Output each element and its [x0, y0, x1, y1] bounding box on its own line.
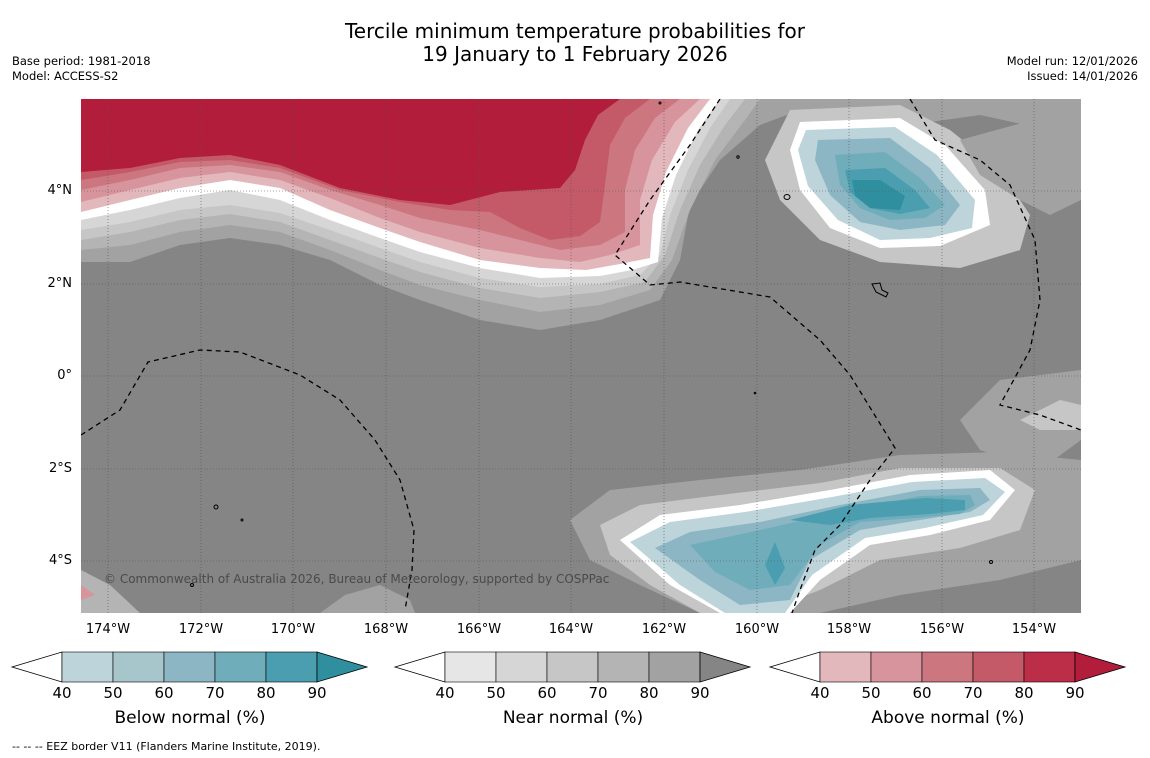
tick-label: 40 [810, 684, 830, 702]
lat-label-4n: 4°N [47, 183, 73, 198]
lat-label-4s: 4°S [48, 553, 72, 568]
colorbar-over-arrow [316, 651, 369, 683]
base-period-text: Base period: 1981-2018 [12, 54, 151, 68]
tick-label: 40 [435, 684, 455, 702]
colorbar-segment [597, 651, 650, 683]
colorbar-above-title: Above normal (%) [871, 708, 1025, 728]
tick-label: 60 [537, 684, 557, 702]
meta-left: Base period: 1981-2018 Model: ACCESS-S2 [12, 54, 151, 84]
tick-label: 90 [307, 684, 327, 702]
islands [190, 101, 993, 587]
colorbar-segment [112, 651, 165, 683]
colorbar-below [10, 651, 369, 683]
lon-label-160w: 160°W [734, 622, 780, 637]
above-region-southwest [81, 585, 95, 600]
lon-label-174w: 174°W [85, 622, 131, 637]
map-field [81, 99, 1081, 613]
map-title-line1: Tercile minimum temperature probabilitie… [344, 19, 806, 43]
lon-label-164w: 164°W [548, 622, 594, 637]
tick-label: 40 [52, 684, 72, 702]
meta-right: Model run: 12/01/2026 Issued: 14/01/2026 [1007, 54, 1138, 84]
colorbar-segment [214, 651, 267, 683]
map-title-line2: 19 January to 1 February 2026 [422, 42, 728, 66]
tick-label: 70 [588, 684, 608, 702]
colorbar-segment [819, 651, 872, 683]
lon-label-158w: 158°W [826, 622, 872, 637]
lon-label-168w: 168°W [363, 622, 409, 637]
colorbar-under-arrow [10, 651, 63, 683]
colorbar-segment [61, 651, 114, 683]
below-region-80-s-spot [765, 542, 785, 585]
tick-label: 90 [690, 684, 710, 702]
colorbar-above [768, 651, 1127, 683]
near-band-south-mid [320, 585, 415, 613]
tick-label: 70 [205, 684, 225, 702]
colorbar-under-arrow [393, 651, 446, 683]
tick-label: 50 [486, 684, 506, 702]
below-region-70-s [690, 495, 975, 590]
colorbar-segment [265, 651, 318, 683]
colorbar-segment [444, 651, 497, 683]
colorbar-near-title: Near normal (%) [502, 708, 644, 728]
lon-label-166w: 166°W [456, 622, 502, 637]
colorbar-segment [921, 651, 974, 683]
tick-label: 70 [963, 684, 983, 702]
tick-label: 60 [912, 684, 932, 702]
tick-label: 60 [154, 684, 174, 702]
near-band-east-mid-inner [1020, 400, 1081, 430]
colorbar-below-title: Below normal (%) [114, 708, 266, 728]
lon-label-172w: 172°W [178, 622, 224, 637]
model-text: Model: ACCESS-S2 [12, 69, 119, 83]
tick-label: 50 [103, 684, 123, 702]
copyright-text: © Commonwealth of Australia 2026, Bureau… [104, 572, 610, 586]
colorbar-segment [546, 651, 599, 683]
tick-label: 80 [639, 684, 659, 702]
tick-label: 80 [256, 684, 276, 702]
colorbar-over-arrow [699, 651, 752, 683]
lon-label-156w: 156°W [919, 622, 965, 637]
lon-label-170w: 170°W [270, 622, 316, 637]
colorbar-segment [972, 651, 1025, 683]
colorbar-over-arrow [1074, 651, 1127, 683]
lat-label-0: 0° [57, 368, 72, 383]
eez-footnote: -- -- -- EEZ border V11 (Flanders Marine… [12, 740, 321, 753]
colorbar-segment [648, 651, 701, 683]
lat-label-2s: 2°S [48, 461, 72, 476]
below-region-90-ne [852, 180, 905, 210]
colorbar-under-arrow [768, 651, 821, 683]
colorbar-near [393, 651, 752, 683]
colorbar-segment [870, 651, 923, 683]
lat-label-2n: 2°N [47, 276, 73, 291]
lon-label-154w: 154°W [1011, 622, 1057, 637]
model-run-text: Model run: 12/01/2026 [1006, 54, 1138, 68]
lon-label-162w: 162°W [641, 622, 687, 637]
above-region-90 [81, 99, 620, 205]
tick-label: 50 [861, 684, 881, 702]
near-band-southwest [81, 570, 140, 613]
eez-borders [81, 99, 1081, 613]
colorbar-segment [1023, 651, 1076, 683]
tick-label: 90 [1065, 684, 1085, 702]
issued-text: Issued: 14/01/2026 [1027, 69, 1138, 83]
colorbar-segment [495, 651, 548, 683]
below-region-80-s [790, 498, 965, 525]
tick-label: 80 [1014, 684, 1034, 702]
colorbar-segment [163, 651, 216, 683]
